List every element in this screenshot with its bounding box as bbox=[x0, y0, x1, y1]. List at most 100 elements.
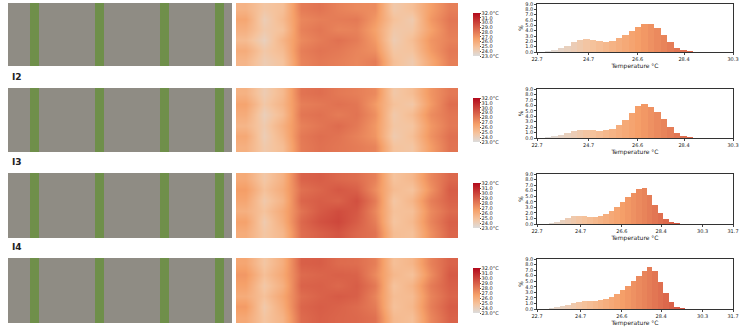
svg-text:30.0: 30.0 bbox=[482, 190, 493, 196]
svg-text:24.7: 24.7 bbox=[583, 56, 594, 62]
svg-text:28.4: 28.4 bbox=[656, 228, 667, 234]
svg-text:I4: I4 bbox=[12, 242, 22, 252]
svg-text:%: % bbox=[517, 196, 524, 202]
svg-text:9.0: 9.0 bbox=[525, 171, 533, 177]
svg-text:4.0: 4.0 bbox=[525, 113, 533, 119]
svg-text:0.0: 0.0 bbox=[525, 221, 533, 227]
svg-text:2.0: 2.0 bbox=[525, 295, 533, 301]
svg-text:32.0°C: 32.0°C bbox=[482, 95, 500, 101]
svg-text:2.0: 2.0 bbox=[525, 124, 533, 130]
svg-text:26.0: 26.0 bbox=[482, 38, 493, 44]
svg-text:Temperature °C: Temperature °C bbox=[610, 234, 658, 242]
svg-text:30.3: 30.3 bbox=[697, 313, 708, 319]
svg-text:26.6: 26.6 bbox=[616, 228, 627, 234]
svg-text:6.0: 6.0 bbox=[525, 272, 533, 278]
svg-text:9.0: 9.0 bbox=[525, 86, 533, 92]
svg-text:25.0: 25.0 bbox=[482, 215, 493, 221]
svg-text:Temperature °C: Temperature °C bbox=[610, 148, 658, 156]
svg-text:30.0: 30.0 bbox=[482, 19, 493, 25]
svg-text:26.6: 26.6 bbox=[616, 313, 627, 319]
svg-text:8.0: 8.0 bbox=[525, 91, 533, 97]
svg-text:3.0: 3.0 bbox=[525, 118, 533, 124]
svg-text:7.0: 7.0 bbox=[525, 11, 533, 17]
svg-text:1.0: 1.0 bbox=[525, 300, 533, 306]
svg-text:22.7: 22.7 bbox=[531, 56, 542, 62]
svg-text:4.0: 4.0 bbox=[525, 27, 533, 33]
svg-text:28.0: 28.0 bbox=[482, 114, 493, 120]
svg-text:27.0: 27.0 bbox=[482, 34, 493, 40]
svg-text:7.0: 7.0 bbox=[525, 267, 533, 273]
svg-text:7.0: 7.0 bbox=[525, 97, 533, 103]
svg-text:0.0: 0.0 bbox=[525, 306, 533, 312]
svg-text:31.0: 31.0 bbox=[482, 185, 493, 191]
svg-text:26.0: 26.0 bbox=[482, 124, 493, 130]
svg-text:29.0: 29.0 bbox=[482, 24, 493, 30]
svg-text:6.0: 6.0 bbox=[525, 17, 533, 23]
svg-text:8.0: 8.0 bbox=[525, 176, 533, 182]
svg-text:9.0: 9.0 bbox=[525, 256, 533, 262]
svg-text:Temperature °C: Temperature °C bbox=[610, 319, 658, 327]
svg-text:32.0°C: 32.0°C bbox=[482, 10, 500, 16]
svg-text:32.0°C: 32.0°C bbox=[482, 265, 500, 271]
svg-text:6.0: 6.0 bbox=[525, 102, 533, 108]
svg-text:29.0: 29.0 bbox=[482, 195, 493, 201]
svg-text:32.0°C: 32.0°C bbox=[482, 180, 500, 186]
svg-text:27.0: 27.0 bbox=[482, 119, 493, 125]
svg-text:2.0: 2.0 bbox=[525, 38, 533, 44]
svg-text:25.0: 25.0 bbox=[482, 43, 493, 49]
svg-text:30.0: 30.0 bbox=[482, 105, 493, 111]
svg-text:24.0: 24.0 bbox=[482, 220, 493, 226]
svg-text:3.0: 3.0 bbox=[525, 33, 533, 39]
svg-text:24.7: 24.7 bbox=[575, 313, 586, 319]
svg-text:1.0: 1.0 bbox=[525, 43, 533, 49]
svg-text:30.3: 30.3 bbox=[727, 142, 738, 148]
svg-text:23.0°C: 23.0°C bbox=[482, 225, 500, 231]
svg-text:31.0: 31.0 bbox=[482, 270, 493, 276]
svg-text:28.0: 28.0 bbox=[482, 200, 493, 206]
svg-text:25.0: 25.0 bbox=[482, 300, 493, 306]
svg-text:%: % bbox=[517, 110, 524, 116]
svg-text:28.0: 28.0 bbox=[482, 29, 493, 35]
svg-text:9.0: 9.0 bbox=[525, 1, 533, 7]
svg-text:24.0: 24.0 bbox=[482, 305, 493, 311]
svg-text:27.0: 27.0 bbox=[482, 290, 493, 296]
svg-text:4.0: 4.0 bbox=[525, 199, 533, 205]
svg-text:%: % bbox=[517, 25, 524, 31]
svg-text:31.0: 31.0 bbox=[482, 100, 493, 106]
svg-text:Temperature °C: Temperature °C bbox=[610, 62, 658, 70]
svg-text:22.7: 22.7 bbox=[531, 313, 542, 319]
svg-text:2.0: 2.0 bbox=[525, 210, 533, 216]
svg-text:30.0: 30.0 bbox=[482, 275, 493, 281]
svg-text:5.0: 5.0 bbox=[525, 108, 533, 114]
svg-text:23.0°C: 23.0°C bbox=[482, 139, 500, 145]
svg-text:6.0: 6.0 bbox=[525, 187, 533, 193]
svg-text:29.0: 29.0 bbox=[482, 109, 493, 115]
svg-text:31.7: 31.7 bbox=[727, 313, 738, 319]
svg-text:4.0: 4.0 bbox=[525, 284, 533, 290]
svg-text:8.0: 8.0 bbox=[525, 261, 533, 267]
svg-text:0.0: 0.0 bbox=[525, 49, 533, 55]
svg-text:3.0: 3.0 bbox=[525, 289, 533, 295]
svg-text:29.0: 29.0 bbox=[482, 280, 493, 286]
svg-text:30.3: 30.3 bbox=[697, 228, 708, 234]
svg-text:31.0: 31.0 bbox=[482, 15, 493, 21]
svg-text:0.0: 0.0 bbox=[525, 135, 533, 141]
svg-text:3.0: 3.0 bbox=[525, 204, 533, 210]
svg-text:1.0: 1.0 bbox=[525, 129, 533, 135]
svg-text:24.7: 24.7 bbox=[583, 142, 594, 148]
svg-text:24.0: 24.0 bbox=[482, 134, 493, 140]
svg-text:5.0: 5.0 bbox=[525, 22, 533, 28]
svg-text:25.0: 25.0 bbox=[482, 129, 493, 135]
svg-text:I3: I3 bbox=[12, 157, 22, 167]
svg-text:28.4: 28.4 bbox=[678, 56, 689, 62]
svg-text:7.0: 7.0 bbox=[525, 182, 533, 188]
svg-text:24.0: 24.0 bbox=[482, 48, 493, 54]
svg-text:I2: I2 bbox=[12, 72, 22, 82]
svg-text:26.6: 26.6 bbox=[632, 142, 643, 148]
svg-text:30.3: 30.3 bbox=[727, 56, 738, 62]
svg-text:23.0°C: 23.0°C bbox=[482, 310, 500, 316]
svg-text:5.0: 5.0 bbox=[525, 278, 533, 284]
svg-text:26.0: 26.0 bbox=[482, 210, 493, 216]
svg-text:27.0: 27.0 bbox=[482, 205, 493, 211]
svg-text:28.4: 28.4 bbox=[678, 142, 689, 148]
